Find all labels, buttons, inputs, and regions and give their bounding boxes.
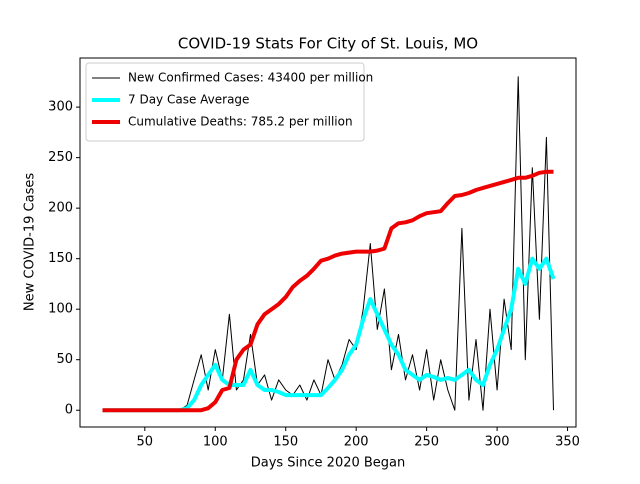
y-axis-label: New COVID-19 Cases — [23, 173, 38, 311]
y-tick-label: 200 — [48, 201, 73, 216]
plot-area: 50 100 150 200 250 300 350 0 50 100 150 200 250 300 Ne… — [48, 57, 580, 450]
axes-frame — [79, 57, 577, 428]
x-tick-label: 150 — [273, 435, 298, 450]
series-line — [102, 169, 554, 413]
legend-label: Cumulative Deaths: 785.2 per million — [128, 115, 353, 129]
legend-label: 7 Day Case Average — [128, 93, 249, 107]
x-tick-label: 100 — [203, 435, 228, 450]
y-tick-label: 300 — [48, 100, 73, 115]
legend-box — [85, 62, 365, 142]
y-tick-label: 50 — [56, 352, 73, 367]
y-tick-label: 250 — [48, 150, 73, 165]
y-tick-label: 100 — [48, 302, 73, 317]
x-axis-label: Days Since 2020 Began — [251, 456, 406, 471]
y-tick-label: 150 — [48, 251, 73, 266]
x-tick-label: 350 — [555, 435, 580, 450]
legend: New Confirmed Cases: 43400 per million 7 … — [85, 62, 373, 142]
x-tick-label: 200 — [344, 435, 369, 450]
legend-label: New Confirmed Cases: 43400 per million — [128, 71, 373, 85]
x-tick-label: 50 — [137, 435, 154, 450]
y-tick-label: 0 — [65, 403, 73, 418]
x-tick-label: 300 — [485, 435, 510, 450]
x-tick-label: 250 — [414, 435, 439, 450]
chart-title: COVID-19 Stats For City of St. Louis, MO — [178, 35, 478, 53]
